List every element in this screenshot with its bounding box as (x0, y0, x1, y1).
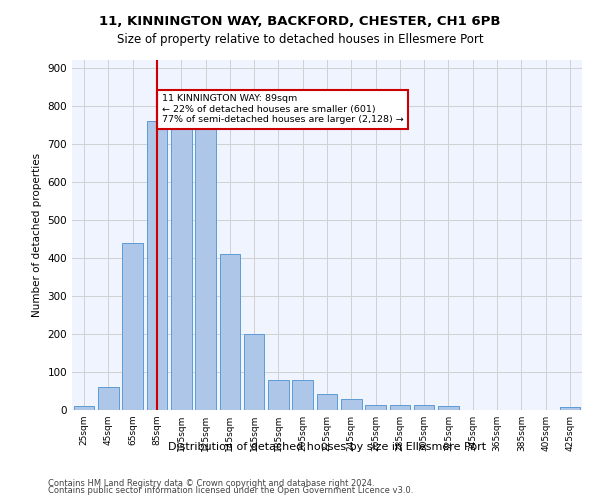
Bar (317, 394, 337, 410)
Bar (365, 406, 386, 410)
Bar (292, 380, 313, 410)
Bar (74, 406, 94, 410)
Y-axis label: Number of detached properties: Number of detached properties (32, 153, 42, 317)
Bar (171, 123, 191, 410)
Text: Contains public sector information licensed under the Open Government Licence v3: Contains public sector information licen… (48, 486, 413, 495)
Bar (389, 406, 410, 410)
Bar (98, 387, 119, 410)
Text: Distribution of detached houses by size in Ellesmere Port: Distribution of detached houses by size … (168, 442, 486, 452)
Bar (244, 334, 265, 410)
Bar (268, 380, 289, 410)
Bar (122, 242, 143, 410)
Bar (146, 121, 167, 410)
Bar (195, 124, 216, 410)
Text: Contains HM Land Registry data © Crown copyright and database right 2024.: Contains HM Land Registry data © Crown c… (48, 478, 374, 488)
Bar (438, 406, 459, 410)
Bar (560, 407, 580, 410)
Text: Size of property relative to detached houses in Ellesmere Port: Size of property relative to detached ho… (116, 32, 484, 46)
Bar (414, 406, 434, 410)
Text: 11, KINNINGTON WAY, BACKFORD, CHESTER, CH1 6PB: 11, KINNINGTON WAY, BACKFORD, CHESTER, C… (99, 15, 501, 28)
Bar (220, 254, 240, 410)
Text: 11 KINNINGTON WAY: 89sqm
← 22% of detached houses are smaller (601)
77% of semi-: 11 KINNINGTON WAY: 89sqm ← 22% of detach… (162, 94, 404, 124)
Bar (341, 400, 362, 410)
